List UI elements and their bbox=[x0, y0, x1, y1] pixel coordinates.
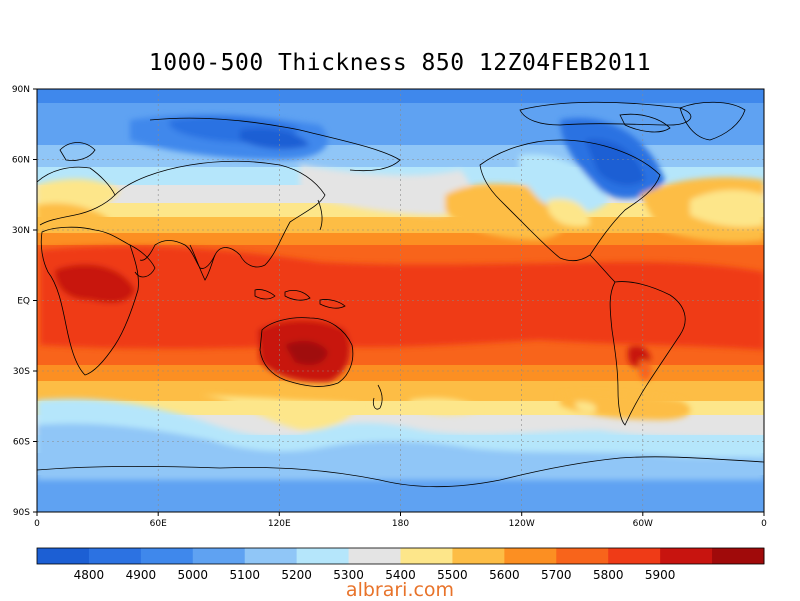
lat-label-60s: 60S bbox=[13, 438, 30, 448]
colorbar-swatch bbox=[712, 548, 765, 564]
colorbar-label: 4900 bbox=[126, 568, 157, 582]
colorbar: 4800 4900 5000 5100 5200 5300 5400 5500 5600 5700… bbox=[36, 547, 765, 582]
thickness-anomalies bbox=[37, 114, 764, 480]
colorbar-swatch bbox=[348, 548, 401, 564]
lat-label-90s: 90S bbox=[13, 508, 30, 518]
graticule bbox=[37, 89, 764, 512]
colorbar-frame bbox=[36, 547, 765, 565]
colorbar-label: 5900 bbox=[645, 568, 676, 582]
colorbar-swatch bbox=[400, 548, 453, 564]
lat-label-60n: 60N bbox=[12, 156, 30, 166]
colorbar-swatch bbox=[244, 548, 298, 564]
lon-label-120e: 120E bbox=[268, 519, 291, 529]
colorbar-label: 5600 bbox=[489, 568, 520, 582]
colorbar-swatch bbox=[660, 548, 713, 564]
colorbar-label: 5500 bbox=[437, 568, 468, 582]
lat-label-eq: EQ bbox=[17, 297, 30, 307]
latitude-axis: 90N 60N 30N EQ 30S 60S 90S bbox=[12, 85, 37, 518]
colorbar-label: 5400 bbox=[385, 568, 416, 582]
map-field bbox=[37, 89, 764, 512]
lon-label-60e: 60E bbox=[150, 519, 167, 529]
colorbar-label: 5200 bbox=[281, 568, 312, 582]
coastlines bbox=[37, 101, 764, 488]
colorbar-swatch bbox=[556, 548, 609, 564]
colorbar-swatch bbox=[37, 548, 90, 564]
colorbar-swatch bbox=[140, 548, 194, 564]
map-title: 1000-500 Thickness 850 12Z04FEB2011 bbox=[148, 50, 652, 76]
colorbar-swatch bbox=[504, 548, 557, 564]
longitude-axis: 0 60E 120E 180 120W 60W 0 bbox=[34, 512, 767, 529]
colorbar-swatch bbox=[608, 548, 661, 564]
lon-label-0-right: 0 bbox=[761, 519, 767, 529]
colorbar-swatch bbox=[296, 548, 350, 564]
colorbar-swatch bbox=[452, 548, 505, 564]
lat-label-90n: 90N bbox=[12, 85, 30, 95]
lat-label-30n: 30N bbox=[12, 226, 30, 236]
colorbar-label: 5700 bbox=[541, 568, 572, 582]
colorbar-label: 5000 bbox=[178, 568, 209, 582]
lon-label-60w: 60W bbox=[633, 519, 653, 529]
lon-label-0-left: 0 bbox=[34, 519, 40, 529]
colorbar-label: 5800 bbox=[593, 568, 624, 582]
lon-label-180: 180 bbox=[392, 519, 409, 529]
lat-label-30s: 30S bbox=[13, 367, 30, 377]
colorbar-swatch bbox=[88, 548, 142, 564]
colorbar-label: 5300 bbox=[333, 568, 364, 582]
colorbar-label: 4800 bbox=[74, 568, 105, 582]
colorbar-swatch bbox=[192, 548, 246, 564]
watermark: albrari.com bbox=[345, 579, 455, 601]
lon-label-120w: 120W bbox=[509, 519, 535, 529]
colorbar-label: 5100 bbox=[229, 568, 260, 582]
